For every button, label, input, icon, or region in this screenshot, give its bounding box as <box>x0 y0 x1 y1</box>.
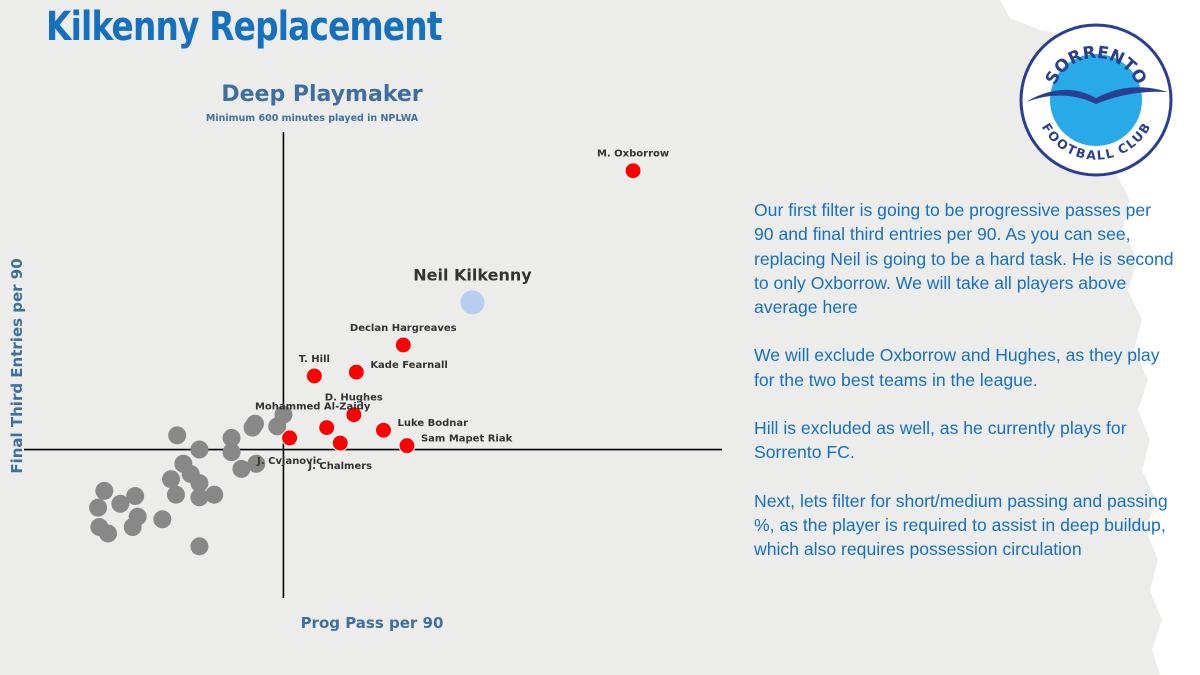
label-neil-kilkenny: Neil Kilkenny <box>413 265 532 284</box>
commentary-panel: Our first filter is going to be progress… <box>754 198 1174 586</box>
commentary-paragraph-1: Our first filter is going to be progress… <box>754 200 1174 318</box>
label-kade-fearnall: Kade Fearnall <box>370 360 448 371</box>
commentary-paragraph-3: Hill is excluded as well, as he currentl… <box>754 418 1127 463</box>
label-j-chalmers: J. Chalmers <box>307 461 372 472</box>
other-player-point <box>190 537 209 556</box>
other-player-point <box>190 488 209 507</box>
other-player-point <box>99 524 118 543</box>
other-player-point <box>95 481 114 500</box>
x-axis-title: Prog Pass per 90 <box>301 614 444 632</box>
chart-subtitle: Minimum 600 minutes played in NPLWA <box>206 113 419 124</box>
y-axis-title: Final Third Entries per 90 <box>8 258 26 473</box>
other-player-point <box>111 494 130 513</box>
torn-paper-edge <box>1000 0 1200 675</box>
average-lines <box>24 132 722 598</box>
other-player-point <box>162 470 181 489</box>
other-player-point <box>232 459 251 478</box>
other-player-point <box>89 498 108 517</box>
point-m-oxborrow <box>624 162 642 180</box>
label-j-cvjanovic: J. Cvjanovic <box>256 456 322 467</box>
commentary-paragraph-4: Next, lets filter for short/medium passi… <box>754 490 1168 560</box>
seagull-icon <box>1026 87 1168 104</box>
point-declan-hargreaves <box>394 336 412 354</box>
point-neil-kilkenny <box>460 290 485 315</box>
sorrento-fc-logo: SORRENTO FOOTBALL CLUB <box>1018 22 1174 178</box>
other-player-point <box>168 426 187 445</box>
point-sam-mapet-riak <box>398 437 416 455</box>
other-player-point <box>247 454 266 473</box>
scatter-chart: Deep Playmaker Minimum 600 minutes playe… <box>8 82 722 632</box>
label-sam-mapet-riak: Sam Mapet Riak <box>421 434 513 445</box>
commentary-paragraph-2: We will exclude Oxborrow and Hughes, as … <box>754 345 1160 390</box>
other-player-point <box>166 485 185 504</box>
other-player-point <box>190 440 209 459</box>
highlighted-players-layer <box>281 162 642 455</box>
other-player-point <box>268 417 287 436</box>
other-player-point <box>222 428 241 447</box>
label-m-oxborrow: M. Oxborrow <box>597 149 669 160</box>
other-player-point <box>222 443 241 462</box>
other-player-point <box>205 485 224 504</box>
point-luke-bodnar <box>375 421 393 439</box>
player-labels-layer: Neil Kilkenny M. Oxborrow Declan Hargreave… <box>255 149 669 472</box>
point-kade-fearnall <box>347 363 365 381</box>
chart-title: Deep Playmaker <box>221 82 422 107</box>
label-declan-hargreaves: Declan Hargreaves <box>350 323 457 334</box>
page-title: Kilkenny Replacement <box>46 4 443 50</box>
label-t-hill: T. Hill <box>299 354 330 365</box>
point-j-cvjanovic <box>281 429 299 447</box>
other-player-point <box>123 518 142 537</box>
label-d-hughes: D. Hughes <box>325 393 383 404</box>
point-j-chalmers <box>331 434 349 452</box>
other-player-point <box>153 510 172 529</box>
other-player-point <box>126 487 145 506</box>
other-player-point <box>190 474 209 493</box>
other-players-layer <box>89 405 293 556</box>
point-mohammed-al-zaidy <box>318 419 336 437</box>
point-t-hill <box>305 367 323 385</box>
other-player-point <box>246 414 265 433</box>
label-luke-bodnar: Luke Bodnar <box>398 418 469 429</box>
point-d-hughes <box>345 406 363 424</box>
label-mohammed-al-zaidy: Mohammed Al-Zaidy <box>255 402 371 413</box>
